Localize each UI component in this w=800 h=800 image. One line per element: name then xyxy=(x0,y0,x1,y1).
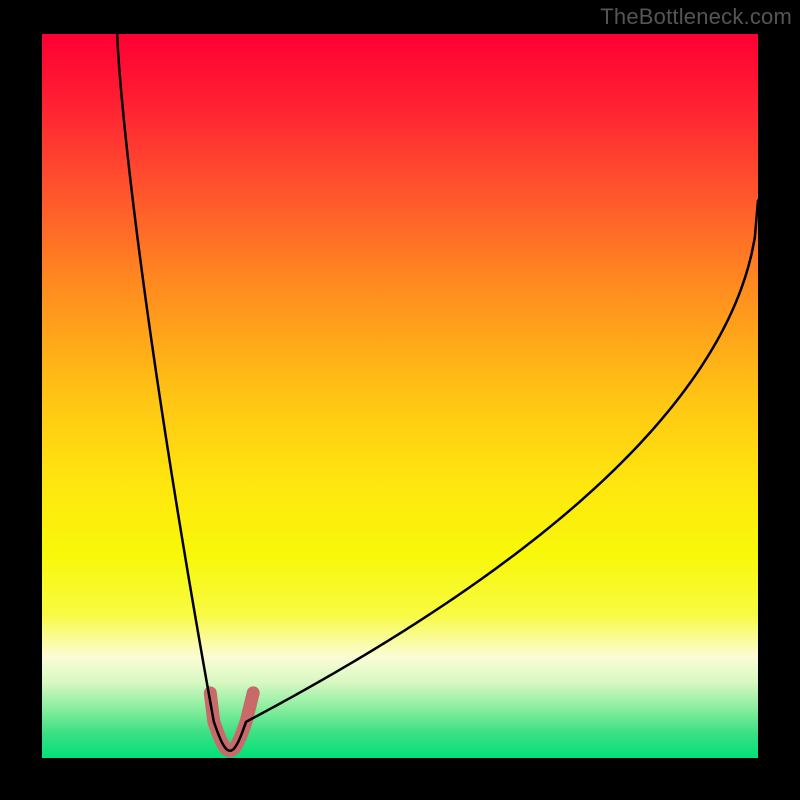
bottleneck-chart-svg xyxy=(0,0,800,800)
chart-container: { "watermark": { "text": "TheBottleneck.… xyxy=(0,0,800,800)
plot-background xyxy=(42,34,758,758)
watermark-text: TheBottleneck.com xyxy=(600,4,792,30)
